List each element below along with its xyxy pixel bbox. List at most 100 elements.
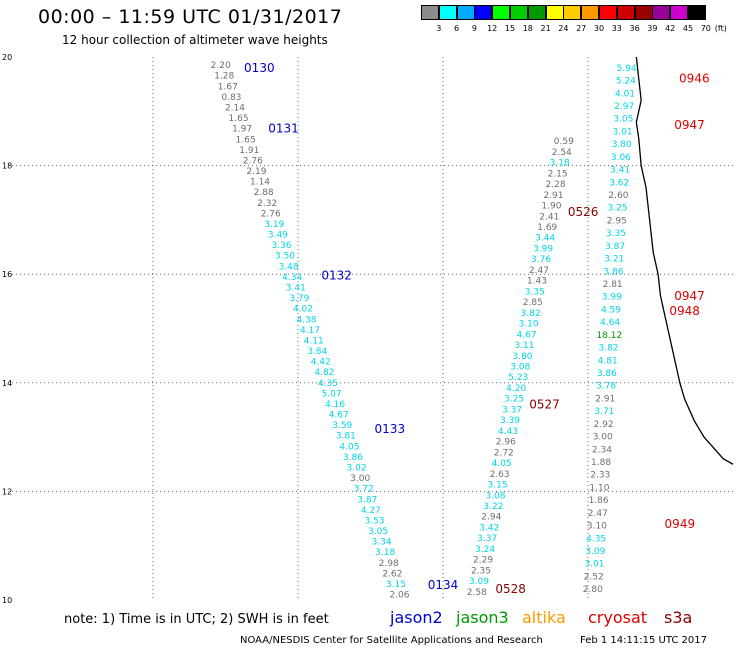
wave-height-label: 3.37 <box>502 405 522 415</box>
wave-height-label: 3.42 <box>479 523 499 533</box>
wave-height-label: 2.63 <box>490 470 510 480</box>
wave-height-label: 3.99 <box>602 293 622 303</box>
wave-height-label: 2.54 <box>552 148 572 158</box>
pass-time-label: 0946 <box>679 72 710 86</box>
wave-height-label: 2.29 <box>473 556 493 566</box>
wave-height-label: 1.91 <box>239 146 259 156</box>
wave-height-label: 3.10 <box>519 320 539 330</box>
wave-height-label: 3.11 <box>514 341 534 351</box>
scale-label-45: 45 <box>682 24 694 33</box>
wave-height-label: 3.41 <box>286 284 306 294</box>
pass-time-label: 0526 <box>568 205 599 219</box>
wave-height-label: 3.08 <box>510 363 530 373</box>
wave-height-label: 3.15 <box>488 481 508 491</box>
wave-height-label: 2.33 <box>590 471 610 481</box>
wave-height-label: 2.96 <box>496 438 516 448</box>
wave-height-label: 2.76 <box>243 156 263 166</box>
wave-height-label: 4.67 <box>329 411 349 421</box>
wave-height-label: 3.59 <box>332 421 352 431</box>
wave-height-label: 3.53 <box>364 516 384 526</box>
wave-height-label: 3.15 <box>386 580 406 590</box>
wave-height-label: 3.00 <box>350 474 370 484</box>
wave-height-label: 3.41 <box>610 166 630 176</box>
wave-height-label: 3.00 <box>593 433 613 443</box>
wave-height-label: 5.24 <box>616 77 636 87</box>
satellite-altika: altika <box>522 608 566 627</box>
scale-swatch-9 <box>456 5 475 20</box>
wave-height-label: 2.58 <box>467 588 487 598</box>
wave-height-label: 1.65 <box>229 114 249 124</box>
pass-time-label: 0133 <box>375 422 406 436</box>
scale-label-42: 42 <box>665 24 676 33</box>
wave-height-label: 1.65 <box>236 135 256 145</box>
wave-height-label: 3.01 <box>584 560 604 570</box>
scale-swatch-45 <box>670 5 689 20</box>
wave-height-label: 3.76 <box>531 255 551 265</box>
generated-date: Feb 1 14:11:15 UTC 2017 <box>580 635 707 646</box>
wave-height-label: 4.05 <box>492 459 512 469</box>
wave-height-label: 2.94 <box>481 513 501 523</box>
scale-swatch-18 <box>510 5 528 20</box>
wave-height-label: 2.80 <box>583 585 603 595</box>
scale-label-27: 27 <box>576 24 587 33</box>
wave-height-label: 4.67 <box>517 330 537 340</box>
wave-height-label: 3.86 <box>343 453 363 463</box>
pass-time-label: 0949 <box>665 517 696 531</box>
wave-height-label: 3.39 <box>500 416 520 426</box>
wave-height-label: 2.34 <box>592 445 612 455</box>
scale-swatch-15 <box>492 5 511 20</box>
wave-height-label: 2.76 <box>261 209 281 219</box>
y-tick-label: 18 <box>2 162 12 171</box>
wave-height-label: 4.11 <box>304 336 324 346</box>
wave-height-label: 1.97 <box>232 125 252 135</box>
wave-height-label: 3.25 <box>504 395 524 405</box>
wave-height-label: 4.81 <box>598 356 618 366</box>
scale-label-21: 21 <box>540 24 551 33</box>
wave-height-label: 2.47 <box>529 266 549 276</box>
map-title: 00:00 – 11:59 UTC 01/31/2017 <box>38 6 343 28</box>
wave-height-label: 0.83 <box>221 93 241 103</box>
wave-height-label: 3.80 <box>612 140 632 150</box>
wave-height-label: 1.88 <box>591 458 611 468</box>
wave-height-label: 3.37 <box>477 534 497 544</box>
scale-swatch-30 <box>581 5 600 20</box>
wave-height-label: 3.86 <box>603 267 623 277</box>
wave-height-label: 3.21 <box>604 255 624 265</box>
y-tick-label: 10 <box>2 596 12 605</box>
wave-height-label: 5.07 <box>322 389 342 399</box>
wave-height-label: 3.79 <box>289 294 309 304</box>
wave-height-label: 3.48 <box>279 262 299 272</box>
satellite-s3a: s3a <box>664 608 693 627</box>
wave-height-label: 3.19 <box>264 220 284 230</box>
map-subtitle: 12 hour collection of altimeter wave hei… <box>62 33 328 47</box>
wave-height-label: 4.38 <box>296 315 316 325</box>
y-tick-label: 20 <box>2 53 12 62</box>
satellite-jason3: jason3 <box>456 608 509 627</box>
wave-height-label: 2.81 <box>603 280 623 290</box>
scale-label-70: 70 <box>700 24 711 33</box>
scale-label-9: 9 <box>471 24 477 33</box>
y-tick-label: 14 <box>2 379 12 388</box>
wave-height-label: 2.95 <box>607 216 627 226</box>
wave-height-label: 2.41 <box>539 212 559 222</box>
wave-height-label: 1.28 <box>214 72 234 82</box>
wave-height-label: 3.49 <box>268 231 288 241</box>
footnote: note: 1) Time is in UTC; 2) SWH is in fe… <box>64 612 329 627</box>
wave-height-label: 3.81 <box>336 432 356 442</box>
wave-height-label: 3.72 <box>354 485 374 495</box>
wave-height-label: 3.02 <box>347 464 367 474</box>
wave-height-label: 2.15 <box>548 169 568 179</box>
wave-height-label: 3.50 <box>275 252 295 262</box>
wave-height-label: 3.82 <box>598 344 618 354</box>
wave-height-label: 2.62 <box>382 569 402 579</box>
wave-height-label: 4.82 <box>314 368 334 378</box>
wave-height-label: 3.86 <box>597 369 617 379</box>
wave-height-label: 4.35 <box>318 379 338 389</box>
scale-label-18: 18 <box>522 24 533 33</box>
wave-height-label: 1.43 <box>527 277 547 287</box>
scale-label-12: 12 <box>487 24 498 33</box>
wave-height-label: 2.19 <box>246 167 266 177</box>
wave-height-label: 4.01 <box>615 89 635 99</box>
wave-height-label: 2.88 <box>254 188 274 198</box>
scale-swatch-39 <box>634 5 653 20</box>
